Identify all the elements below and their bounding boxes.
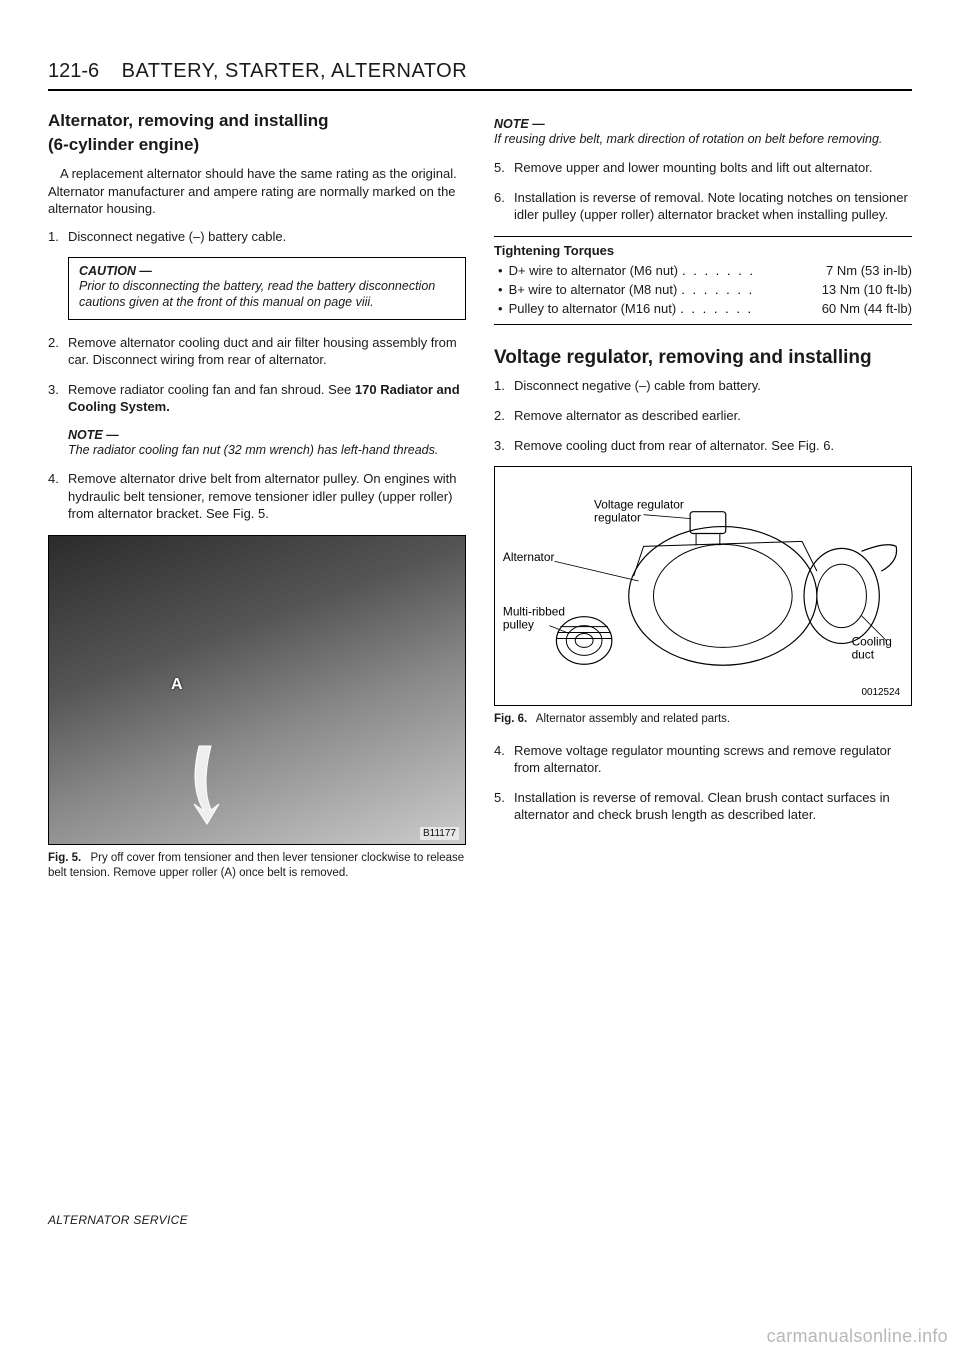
step-number: 5. [494, 159, 505, 177]
step-text: Remove radiator cooling fan and fan shro… [68, 382, 355, 397]
vr-step-3: 3. Remove cooling duct from rear of alte… [494, 437, 912, 455]
page-header: 121-6 BATTERY, STARTER, ALTERNATOR [48, 60, 912, 91]
figure-6-caption-text: Alternator assembly and related parts. [536, 713, 730, 725]
caution-label: CAUTION — [79, 264, 455, 278]
left-column: Alternator, removing and installing (6-c… [48, 111, 466, 882]
vr-step-2: 2. Remove alternator as described earlie… [494, 407, 912, 425]
figure-6-caption: Fig. 6. Alternator assembly and related … [494, 712, 912, 728]
fig6-label-alternator: Alternator [503, 550, 555, 564]
voltage-regulator-steps: 1. Disconnect negative (–) cable from ba… [494, 377, 912, 454]
bullet-icon: • [498, 300, 503, 319]
step-number: 4. [494, 742, 505, 760]
page-number: 121-6 [48, 60, 99, 82]
section2-title: Voltage regulator, removing and installi… [494, 347, 912, 369]
figure-5-image: A B11177 [48, 535, 466, 845]
torque-label: Pulley to alternator (M16 nut) [509, 300, 677, 319]
step-text: Remove alternator as described earlier. [514, 408, 741, 423]
step-number: 2. [48, 334, 59, 352]
step-1: 1. Disconnect negative (–) battery cable… [48, 228, 466, 246]
torque-label: D+ wire to alternator (M6 nut) [509, 262, 678, 281]
step-number: 5. [494, 789, 505, 807]
step-text: Remove alternator cooling duct and air f… [68, 335, 457, 368]
step-text: Remove upper and lower mounting bolts an… [514, 160, 872, 175]
procedure-steps-right: 5. Remove upper and lower mounting bolts… [494, 159, 912, 224]
torque-label: B+ wire to alternator (M8 nut) [509, 281, 678, 300]
svg-text:regulator: regulator [594, 511, 641, 525]
caution-text: Prior to disconnecting the battery, read… [79, 278, 455, 311]
bullet-icon: • [498, 281, 503, 300]
note-block-1: NOTE — The radiator cooling fan nut (32 … [68, 428, 466, 458]
step-number: 1. [48, 228, 59, 246]
step-text: Remove alternator drive belt from altern… [68, 471, 457, 521]
leader-dots: . . . . . . . [678, 262, 826, 281]
figure-5-caption: Fig. 5. Pry off cover from tensioner and… [48, 851, 466, 882]
vr-step-5: 5. Installation is reverse of removal. C… [494, 789, 912, 824]
vr-step-1: 1. Disconnect negative (–) cable from ba… [494, 377, 912, 395]
note-label: NOTE — [494, 117, 912, 131]
step-number: 2. [494, 407, 505, 425]
step-text: Disconnect negative (–) cable from batte… [514, 378, 761, 393]
fig6-code: 0012524 [861, 687, 900, 698]
note-text: If reusing drive belt, mark direction of… [494, 131, 912, 147]
footer-section-name: ALTERNATOR SERVICE [48, 1213, 188, 1227]
torque-row: • B+ wire to alternator (M8 nut) . . . .… [494, 281, 912, 300]
section-title-line2: (6-cylinder engine) [48, 135, 466, 155]
tightening-torques-block: Tightening Torques • D+ wire to alternat… [494, 236, 912, 326]
step-3: 3. Remove radiator cooling fan and fan s… [48, 381, 466, 416]
step-number: 3. [494, 437, 505, 455]
figure-6-svg: Voltage regulator regulator Alternator M… [495, 467, 911, 705]
procedure-steps-left: 1. Disconnect negative (–) battery cable… [48, 228, 466, 246]
figure-5-caption-text: Pry off cover from tensioner and then le… [48, 852, 464, 880]
note-block-2: NOTE — If reusing drive belt, mark direc… [494, 117, 912, 147]
procedure-steps-left-2: 2. Remove alternator cooling duct and ai… [48, 334, 466, 416]
watermark: carmanualsonline.info [767, 1326, 948, 1347]
torque-row: • D+ wire to alternator (M6 nut) . . . .… [494, 262, 912, 281]
step-4: 4. Remove alternator drive belt from alt… [48, 470, 466, 523]
content-columns: Alternator, removing and installing (6-c… [48, 111, 912, 882]
step-number: 4. [48, 470, 59, 488]
right-column: NOTE — If reusing drive belt, mark direc… [494, 111, 912, 882]
chapter-title: BATTERY, STARTER, ALTERNATOR [122, 60, 468, 82]
torque-value: 7 Nm (53 in-lb) [826, 262, 912, 281]
step-number: 3. [48, 381, 59, 399]
torque-title: Tightening Torques [494, 243, 912, 258]
torque-row: • Pulley to alternator (M16 nut) . . . .… [494, 300, 912, 319]
fig6-label-cooling-duct: duct [852, 647, 875, 661]
torque-value: 60 Nm (44 ft-lb) [822, 300, 912, 319]
step-text: Remove cooling duct from rear of alterna… [514, 438, 834, 453]
figure-5-code: B11177 [420, 827, 459, 840]
voltage-regulator-steps-2: 4. Remove voltage regulator mounting scr… [494, 742, 912, 824]
note-text: The radiator cooling fan nut (32 mm wren… [68, 442, 466, 458]
leader-dots: . . . . . . . [677, 281, 821, 300]
note-label: NOTE — [68, 428, 466, 442]
step-text: Disconnect negative (–) battery cable. [68, 229, 286, 244]
step-number: 6. [494, 189, 505, 207]
step-text: Installation is reverse of removal. Clea… [514, 790, 890, 823]
step-text: Installation is reverse of removal. Note… [514, 190, 908, 223]
step-number: 1. [494, 377, 505, 395]
bullet-icon: • [498, 262, 503, 281]
intro-paragraph: A replacement alternator should have the… [48, 165, 466, 218]
figure-5-a-marker: A [171, 676, 183, 694]
step-5: 5. Remove upper and lower mounting bolts… [494, 159, 912, 177]
figure-6-label: Fig. 6. [494, 713, 527, 725]
caution-box: CAUTION — Prior to disconnecting the bat… [68, 257, 466, 320]
leader-dots: . . . . . . . [676, 300, 821, 319]
torque-value: 13 Nm (10 ft-lb) [822, 281, 912, 300]
figure-5-arrow-icon [179, 736, 239, 826]
vr-step-4: 4. Remove voltage regulator mounting scr… [494, 742, 912, 777]
section-title-line1: Alternator, removing and installing [48, 111, 466, 131]
step-text: Remove voltage regulator mounting screws… [514, 743, 891, 776]
procedure-steps-left-3: 4. Remove alternator drive belt from alt… [48, 470, 466, 523]
figure-5-label: Fig. 5. [48, 852, 81, 864]
step-6: 6. Installation is reverse of removal. N… [494, 189, 912, 224]
figure-6-image: Voltage regulator regulator Alternator M… [494, 466, 912, 706]
fig6-label-pulley: pulley [503, 618, 534, 632]
step-2: 2. Remove alternator cooling duct and ai… [48, 334, 466, 369]
